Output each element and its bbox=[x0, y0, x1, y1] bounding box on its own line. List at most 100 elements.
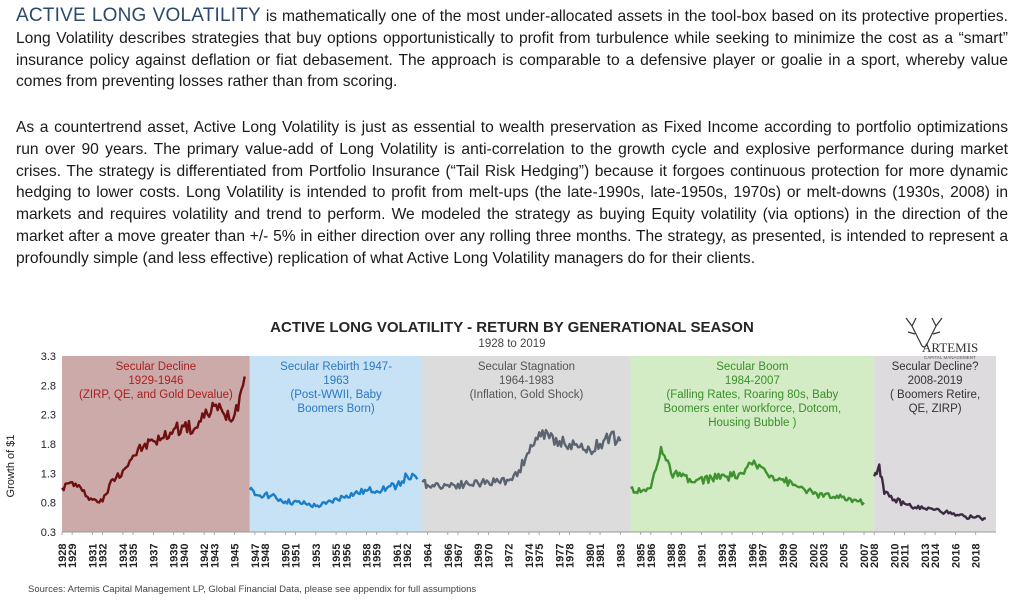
chart-subtitle: 1928 to 2019 bbox=[478, 338, 545, 350]
x-tick-label: 1943 bbox=[209, 544, 221, 568]
x-tick-label: 1951 bbox=[291, 544, 303, 568]
x-tick-label: 2002 bbox=[808, 544, 820, 568]
y-tick-label: 2.8 bbox=[41, 380, 56, 392]
series-line bbox=[61, 376, 246, 504]
x-tick-label: 1953 bbox=[311, 544, 323, 568]
x-tick-label: 1991 bbox=[697, 544, 709, 568]
source-note: Sources: Artemis Capital Management LP, … bbox=[28, 584, 476, 595]
intro-paragraph-1: ACTIVE LONG VOLATILITY is mathematically… bbox=[16, 5, 1008, 93]
x-tick-label: 1940 bbox=[179, 544, 191, 568]
x-tick-label: 2007 bbox=[859, 544, 871, 568]
regime-label: 2008-2019 bbox=[908, 375, 963, 387]
x-tick-label: 1939 bbox=[169, 544, 181, 568]
y-axis-label: Growth of $1 bbox=[5, 435, 17, 498]
x-tick-label: 1966 bbox=[443, 544, 455, 568]
artemis-logo: ARTEMIS CAPITAL MANAGEMENT bbox=[905, 317, 978, 360]
regime-label: (ZIRP, QE, and Gold Devalue) bbox=[79, 389, 233, 401]
regime-label: Secular Decline? bbox=[892, 361, 979, 373]
x-tick-label: 1928 bbox=[57, 544, 69, 568]
x-tick-label: 2016 bbox=[950, 544, 962, 568]
x-tick-label: 1950 bbox=[280, 544, 292, 568]
chart-title: ACTIVE LONG VOLATILITY - RETURN BY GENER… bbox=[270, 319, 754, 336]
regime-label: Secular Boom bbox=[716, 361, 788, 373]
intro-lead: ACTIVE LONG VOLATILITY bbox=[16, 5, 261, 26]
x-tick-label: 1961 bbox=[392, 544, 404, 568]
x-tick-label: 1934 bbox=[118, 543, 130, 568]
x-tick-label: 1985 bbox=[636, 544, 648, 568]
series-line bbox=[630, 445, 865, 506]
x-tick-label: 1947 bbox=[250, 544, 262, 568]
y-tick-label: 1.8 bbox=[41, 439, 56, 451]
y-tick-label: 0.8 bbox=[41, 498, 56, 510]
x-tick-label: 1970 bbox=[483, 544, 495, 568]
x-tick-label: 1978 bbox=[565, 544, 577, 568]
x-tick-label: 1988 bbox=[666, 544, 678, 568]
x-tick-label: 2018 bbox=[971, 544, 983, 568]
x-tick-label: 1980 bbox=[585, 544, 597, 568]
intro-paragraph-1-body: is mathematically one of the most under-… bbox=[16, 8, 1008, 91]
regime-label: 1963 bbox=[323, 375, 349, 387]
regime-label: 1964-1983 bbox=[499, 375, 554, 387]
x-tick-label: 1937 bbox=[148, 544, 160, 568]
regime-label: (Post-WWII, Baby bbox=[290, 389, 382, 401]
regime-band bbox=[249, 356, 423, 532]
x-tick-label: 1981 bbox=[595, 544, 607, 568]
regime-label: Secular Decline bbox=[116, 361, 197, 373]
x-tick-label: 1967 bbox=[453, 544, 465, 568]
x-tick-label: 1935 bbox=[128, 544, 140, 568]
regime-label: 1929-1946 bbox=[128, 375, 183, 387]
x-tick-label: 1962 bbox=[402, 544, 414, 568]
x-tick-label: 1974 bbox=[524, 543, 536, 568]
regime-label: ( Boomers Retire, bbox=[890, 389, 980, 401]
y-tick-label: 3.3 bbox=[41, 351, 56, 363]
x-tick-label: 1993 bbox=[717, 544, 729, 568]
x-tick-label: 1972 bbox=[504, 544, 516, 568]
y-tick-label: 2.3 bbox=[41, 410, 56, 422]
x-tick-label: 1989 bbox=[676, 544, 688, 568]
intro-paragraph-2: As a countertrend asset, Active Long Vol… bbox=[16, 119, 1008, 267]
regime-label: Boomers Born) bbox=[297, 403, 375, 415]
regime-band bbox=[874, 356, 996, 532]
logo-subtitle: CAPITAL MANAGEMENT bbox=[924, 355, 976, 360]
x-tick-label: 1999 bbox=[778, 544, 790, 568]
x-tick-label: 1996 bbox=[747, 544, 759, 568]
regime-label: 1984-2007 bbox=[725, 375, 780, 387]
x-tick-label: 1964 bbox=[423, 543, 435, 568]
series-line bbox=[873, 463, 986, 522]
x-tick-label: 1986 bbox=[646, 544, 658, 568]
x-tick-label: 1975 bbox=[534, 544, 546, 568]
regime-label: Secular Rebirth 1947- bbox=[280, 361, 392, 373]
x-tick-label: 1955 bbox=[331, 544, 343, 568]
x-tick-label: 2013 bbox=[920, 544, 932, 568]
long-volatility-chart: Secular Decline 1929-1946 (ZIRP, QE, and G… bbox=[5, 317, 996, 595]
x-tick-label: 1969 bbox=[473, 544, 485, 568]
x-tick-label: 1994 bbox=[727, 543, 739, 568]
x-tick-label: 2010 bbox=[890, 544, 902, 568]
regime-label: (Inflation, Gold Shock) bbox=[470, 389, 584, 401]
x-tick-label: 2000 bbox=[788, 544, 800, 568]
regime-label: Housing Bubble ) bbox=[708, 417, 796, 429]
y-tick-label: 1.3 bbox=[41, 468, 56, 480]
x-tick-label: 1942 bbox=[199, 544, 211, 568]
x-tick-label: 1958 bbox=[362, 544, 374, 568]
x-tick-label: 1977 bbox=[555, 544, 567, 568]
x-tick-label: 1929 bbox=[67, 544, 79, 568]
x-tick-label: 2008 bbox=[869, 544, 881, 568]
x-tick-label: 1931 bbox=[88, 544, 100, 568]
x-tick-label: 1959 bbox=[372, 544, 384, 568]
x-tick-label: 1983 bbox=[615, 544, 627, 568]
y-tick-label: 0.3 bbox=[41, 527, 56, 539]
x-tick-label: 1948 bbox=[260, 544, 272, 568]
x-tick-label: 1932 bbox=[98, 544, 110, 568]
logo-name: ARTEMIS bbox=[922, 340, 978, 355]
stag-antlers-icon bbox=[905, 317, 943, 348]
series-line bbox=[421, 428, 622, 490]
regime-label: (Falling Rates, Roaring 80s, Baby bbox=[666, 389, 838, 401]
plot-area: Secular Decline 1929-1946 (ZIRP, QE, and G… bbox=[41, 351, 996, 568]
x-tick-label: 1997 bbox=[758, 544, 770, 568]
regime-band bbox=[630, 356, 875, 532]
x-tick-label: 2014 bbox=[930, 543, 942, 568]
regime-label: QE, ZIRP) bbox=[909, 403, 962, 415]
x-tick-label: 1956 bbox=[341, 544, 353, 568]
x-tick-label: 1945 bbox=[230, 544, 242, 568]
